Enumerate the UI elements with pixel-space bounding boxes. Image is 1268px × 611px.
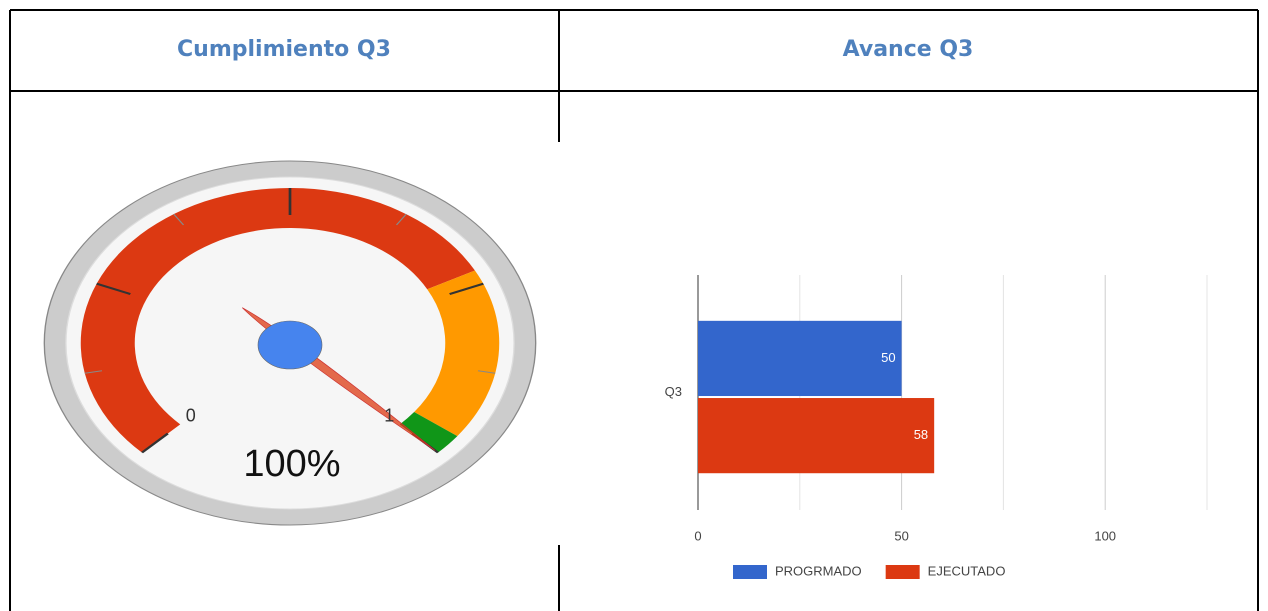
bar-value-label: 50 — [881, 350, 895, 365]
minor-tick — [173, 213, 185, 226]
bar — [698, 320, 902, 397]
legend-label: PROGRMADO — [775, 563, 862, 578]
y-tick-label: Q3 — [665, 384, 682, 399]
legend-swatch — [733, 565, 767, 579]
legend-label: EJECUTADO — [928, 563, 1006, 578]
major-tick — [449, 282, 484, 295]
gauge-tick-label: 1 — [384, 405, 394, 425]
gauge-band — [399, 412, 458, 453]
gauge-hub — [257, 320, 323, 370]
minor-tick — [477, 370, 496, 374]
x-tick-label: 50 — [894, 528, 908, 543]
gauge-band — [80, 187, 475, 453]
legend-swatch — [885, 565, 920, 579]
major-tick — [96, 282, 131, 295]
table-borders — [9, 9, 1259, 611]
gauge-band — [414, 270, 500, 437]
gauge-value-label: 100% — [243, 443, 340, 485]
x-tick-label: 100 — [1094, 528, 1116, 543]
column-header: Avance Q3 — [843, 37, 974, 62]
bar-value-label: 58 — [914, 427, 928, 442]
minor-tick — [395, 213, 407, 226]
gauge-tick-label: 0 — [186, 405, 196, 425]
major-tick — [141, 432, 169, 454]
minor-tick — [84, 370, 103, 374]
x-tick-label: 0 — [694, 528, 701, 543]
bar — [698, 398, 935, 474]
column-header: Cumplimiento Q3 — [177, 37, 391, 62]
